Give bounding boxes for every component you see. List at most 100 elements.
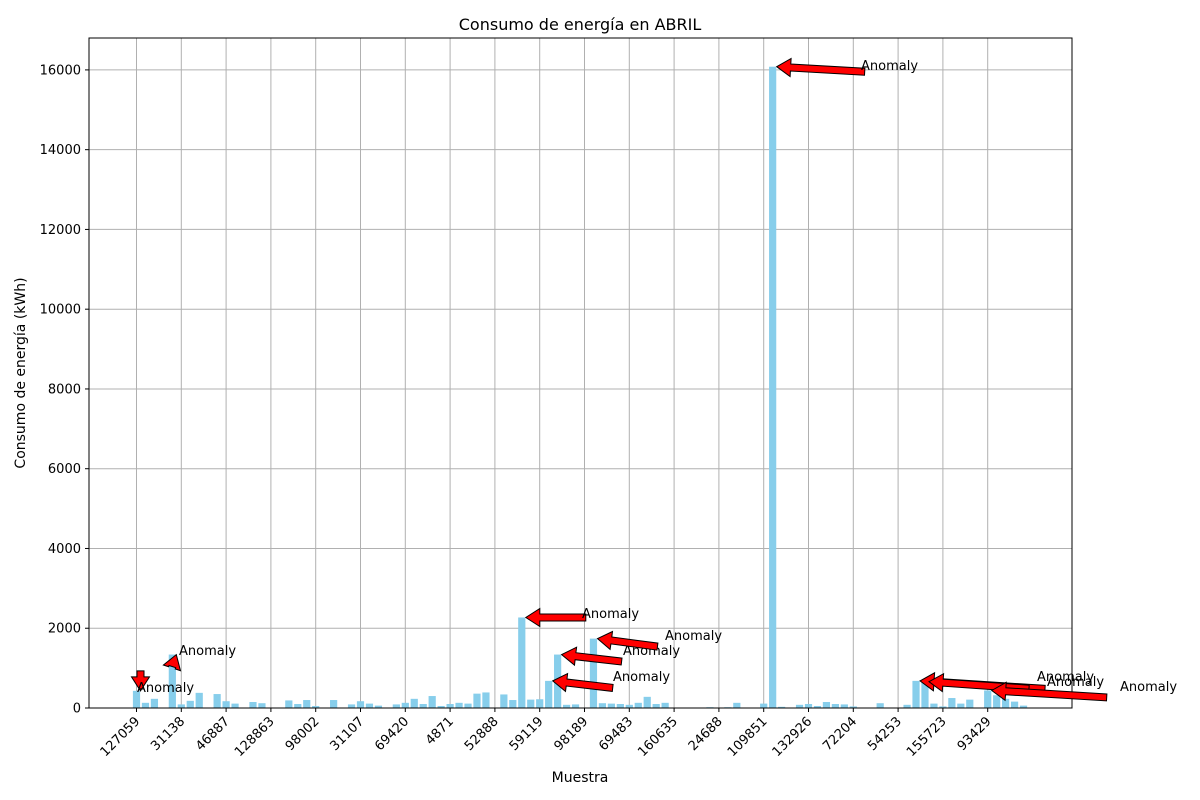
x-tick-label: 155723 (904, 714, 950, 760)
anomaly-arrow (596, 630, 659, 651)
x-tick-label: 93429 (955, 714, 995, 754)
x-tick-label: 109851 (725, 714, 771, 760)
x-tick-label: 127059 (98, 714, 144, 760)
bar (840, 704, 848, 708)
bar (150, 698, 159, 708)
anomaly-arrow (130, 670, 151, 692)
y-tick-label: 2000 (48, 622, 81, 637)
bar (312, 706, 320, 708)
bar (661, 702, 669, 708)
bar (921, 681, 929, 708)
bar (536, 699, 544, 708)
bar (222, 701, 230, 708)
bar (141, 702, 150, 708)
x-tick-label: 54253 (865, 714, 905, 754)
anomaly-label: Anomaly (613, 670, 670, 685)
bar (177, 704, 185, 708)
bar (769, 66, 777, 708)
x-tick-label: 132926 (770, 714, 816, 760)
bar (231, 703, 239, 708)
x-tick-label: 98189 (551, 714, 591, 754)
bar (132, 690, 141, 708)
bar (455, 702, 463, 708)
bar (912, 680, 920, 708)
bar (616, 704, 624, 708)
bar (213, 694, 221, 708)
x-tick-label: 31107 (327, 714, 367, 754)
bar (876, 703, 884, 708)
bar (500, 694, 508, 708)
x-tick-label: 52888 (462, 714, 502, 754)
bar (473, 693, 481, 708)
grid-lines (89, 38, 1072, 709)
x-tick-label: 31138 (148, 714, 188, 754)
bar (428, 696, 436, 708)
y-axis-label: Consumo de energía (kWh) (13, 277, 29, 468)
bar (410, 698, 418, 708)
y-tick-label: 6000 (48, 462, 81, 477)
anomaly-label: Anomaly (1047, 675, 1104, 690)
y-tick-label: 10000 (40, 303, 81, 318)
bar (401, 702, 409, 708)
y-tick-label: 12000 (40, 223, 81, 238)
x-tick-label: 69420 (372, 714, 412, 754)
bar (446, 704, 454, 708)
bar (903, 704, 911, 708)
bar (948, 698, 956, 708)
anomaly-annotations: AnomalyAnomalyAnomalyAnomalyAnomalyAnoma… (130, 57, 1177, 702)
bar (518, 617, 526, 708)
anomaly-arrow (162, 653, 182, 672)
bar (589, 638, 598, 708)
bar (374, 705, 383, 708)
x-tick-label: 59119 (507, 714, 547, 754)
bar (652, 704, 660, 708)
bar (330, 700, 338, 708)
anomaly-label: Anomaly (1037, 670, 1094, 685)
bar (545, 680, 553, 708)
bar (285, 700, 293, 708)
anomaly-arrow (551, 672, 614, 693)
chart-title: Consumo de energía en ABRIL (459, 15, 702, 34)
bar (392, 704, 400, 708)
x-tick-label: 72204 (820, 714, 860, 754)
anomaly-label: Anomaly (179, 644, 236, 659)
anomaly-label: Anomaly (1120, 680, 1177, 695)
bar (795, 704, 804, 708)
anomaly-arrow (990, 681, 1108, 702)
bar (822, 702, 831, 708)
y-tick-label: 16000 (40, 63, 81, 78)
bar (419, 704, 427, 708)
anomaly-label: Anomaly (665, 629, 722, 644)
x-tick-label: 160635 (635, 714, 681, 760)
y-tick-label: 0 (73, 702, 81, 717)
bar (258, 703, 266, 708)
bar (598, 703, 607, 708)
anomaly-label: Anomaly (861, 59, 918, 74)
bar (249, 702, 257, 708)
anomaly-arrow (560, 646, 623, 667)
x-tick-label: 98002 (283, 714, 323, 754)
bar (984, 690, 992, 708)
bar (813, 706, 822, 708)
bar (186, 700, 194, 708)
bar (294, 704, 302, 708)
bar (571, 704, 580, 708)
y-tick-label: 4000 (48, 542, 81, 557)
x-axis-label: Muestra (552, 770, 609, 786)
bar (482, 692, 490, 708)
bar (939, 706, 947, 708)
bar (195, 692, 203, 708)
bar (930, 703, 938, 708)
x-tick-label: 128863 (232, 714, 278, 760)
bar (1010, 701, 1019, 708)
anomaly-arrow (524, 607, 587, 628)
x-tick-label: 46887 (193, 714, 233, 754)
bar (760, 703, 768, 708)
bar (643, 696, 651, 708)
x-tick-label: 24688 (686, 714, 726, 754)
bar (607, 703, 615, 708)
anomaly-label: Anomaly (582, 607, 639, 622)
x-axis-ticks: 127059 31138 46887 128863 98002 31107 69420 487… (98, 708, 995, 760)
bar (1019, 705, 1028, 708)
